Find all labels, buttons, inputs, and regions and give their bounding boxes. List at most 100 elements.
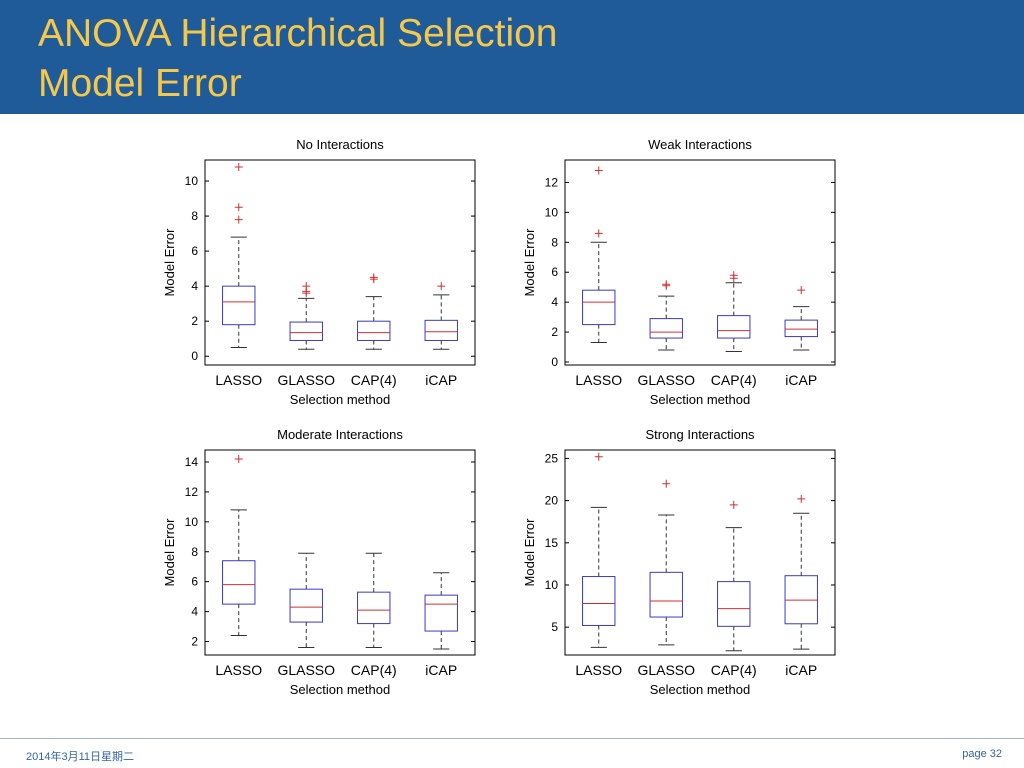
iqr-box xyxy=(222,285,256,326)
box-glasso xyxy=(289,552,323,649)
y-tick-label: 10 xyxy=(185,174,199,188)
box-lasso xyxy=(582,166,616,344)
chart-title: Strong Interactions xyxy=(645,427,755,442)
x-tick-label: CAP(4) xyxy=(351,662,397,678)
chart-title: Weak Interactions xyxy=(648,137,752,152)
y-tick-label: 20 xyxy=(545,494,559,508)
iqr-box xyxy=(222,560,256,605)
box-lasso xyxy=(582,452,616,648)
y-tick-label: 15 xyxy=(545,536,559,550)
footer-date: 2014年3月11日星期二 xyxy=(26,751,135,763)
iqr-box xyxy=(582,289,616,326)
footer-page-number: page 32 xyxy=(962,748,1002,760)
box-cap-4 xyxy=(717,271,751,353)
x-tick-label: GLASSO xyxy=(277,372,335,388)
chart-title: No Interactions xyxy=(296,137,384,152)
plot-frame xyxy=(204,159,476,366)
plot-frame xyxy=(564,159,836,366)
y-tick-label: 4 xyxy=(191,279,198,293)
y-tick-label: 8 xyxy=(191,209,198,223)
outlier-marker xyxy=(797,286,806,295)
y-axis-label: Model Error xyxy=(522,518,537,587)
y-axis-label: Model Error xyxy=(162,518,177,587)
y-tick-label: 4 xyxy=(191,605,198,619)
y-tick-label: 10 xyxy=(545,578,559,592)
box-lasso xyxy=(222,163,256,348)
iqr-box xyxy=(424,594,458,632)
iqr-box xyxy=(717,581,751,627)
slide-title-line-2: Model Error xyxy=(38,62,242,105)
box-cap-4 xyxy=(357,552,391,649)
outlier-marker xyxy=(234,163,243,172)
x-axis-label: Selection method xyxy=(290,682,390,697)
y-tick-label: 2 xyxy=(551,325,558,339)
y-tick-label: 4 xyxy=(551,295,558,309)
y-tick-label: 10 xyxy=(185,515,199,529)
boxplot-moderate-interactions: Moderate Interactions 2 4 6 8 10 12 14 Model Err… xyxy=(160,422,500,712)
y-tick-label: 14 xyxy=(185,455,199,469)
x-tick-label: GLASSO xyxy=(637,662,695,678)
x-tick-label: iCAP xyxy=(785,662,817,678)
y-tick-label: 5 xyxy=(551,620,558,634)
iqr-box xyxy=(784,319,818,338)
y-tick-label: 8 xyxy=(191,545,198,559)
box-icap xyxy=(784,286,818,351)
y-tick-label: 12 xyxy=(185,485,199,499)
iqr-box xyxy=(289,588,323,623)
x-tick-label: LASSO xyxy=(575,372,622,388)
outlier-marker xyxy=(662,280,671,289)
iqr-box xyxy=(357,591,391,625)
box-glasso xyxy=(649,479,683,646)
boxplot-strong-interactions: Strong Interactions 5 10 15 20 25 Model Error L… xyxy=(520,422,860,712)
y-tick-label: 0 xyxy=(551,355,558,369)
iqr-box xyxy=(357,320,391,341)
y-tick-label: 10 xyxy=(545,205,559,219)
outlier-marker xyxy=(729,271,738,280)
x-tick-label: CAP(4) xyxy=(351,372,397,388)
iqr-box xyxy=(649,571,683,618)
x-tick-label: GLASSO xyxy=(637,372,695,388)
y-tick-label: 8 xyxy=(551,235,558,249)
iqr-box xyxy=(424,319,458,341)
plot-frame xyxy=(564,449,836,656)
chart-title: Moderate Interactions xyxy=(277,427,403,442)
iqr-box xyxy=(649,318,683,339)
box-lasso xyxy=(222,454,256,637)
y-tick-label: 25 xyxy=(545,451,559,465)
box-icap xyxy=(424,572,458,650)
slide-header: ANOVA Hierarchical Selection Model Error xyxy=(0,0,1024,114)
x-tick-label: iCAP xyxy=(425,372,457,388)
x-tick-label: CAP(4) xyxy=(711,662,757,678)
x-axis-label: Selection method xyxy=(650,392,750,407)
box-cap-4 xyxy=(357,273,391,350)
x-tick-label: iCAP xyxy=(425,662,457,678)
plot-frame xyxy=(204,449,476,656)
box-icap xyxy=(784,494,818,650)
outlier-marker xyxy=(594,166,603,175)
boxplot-no-interactions: No Interactions 0 2 4 6 8 10 Model Error LASSO GL… xyxy=(160,132,500,422)
outlier-marker xyxy=(662,479,671,488)
y-tick-label: 2 xyxy=(191,635,198,649)
outlier-marker xyxy=(234,215,243,224)
x-tick-label: LASSO xyxy=(215,662,262,678)
box-glasso xyxy=(649,280,683,351)
footer-divider xyxy=(0,738,1024,739)
outlier-marker xyxy=(369,273,378,282)
y-tick-label: 0 xyxy=(191,349,198,363)
outlier-marker xyxy=(437,282,446,291)
iqr-box xyxy=(717,315,751,339)
outlier-marker xyxy=(234,203,243,212)
box-icap xyxy=(424,282,458,350)
outlier-marker xyxy=(302,282,311,291)
box-glasso xyxy=(289,282,323,350)
x-tick-label: CAP(4) xyxy=(711,372,757,388)
y-axis-label: Model Error xyxy=(522,228,537,297)
y-tick-label: 12 xyxy=(545,175,559,189)
x-tick-label: iCAP xyxy=(785,372,817,388)
x-axis-label: Selection method xyxy=(650,682,750,697)
boxplot-weak-interactions: Weak Interactions 0 2 4 6 8 10 12 Model Error LAS… xyxy=(520,132,860,422)
outlier-marker xyxy=(594,452,603,461)
x-tick-label: LASSO xyxy=(215,372,262,388)
y-tick-label: 6 xyxy=(551,265,558,279)
x-tick-label: GLASSO xyxy=(277,662,335,678)
